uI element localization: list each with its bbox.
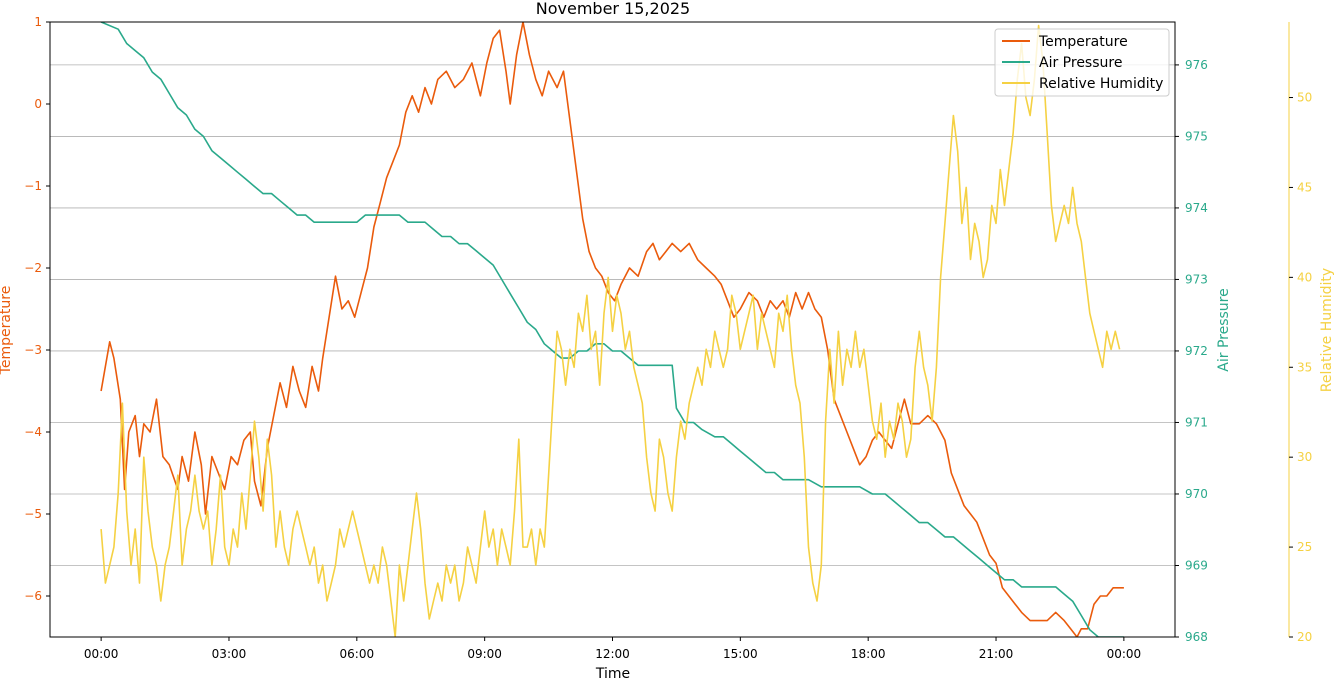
temperature-tick-label: −1 [24, 179, 42, 193]
x-tick-label: 00:00 [1107, 647, 1142, 661]
temperature-tick-label: −4 [24, 425, 42, 439]
humidity-tick-label: 30 [1297, 450, 1312, 464]
relative-humidity-line [100, 24, 1121, 637]
temperature-line [100, 22, 1124, 637]
chart-title: November 15,2025 [536, 0, 690, 18]
series-layer [100, 22, 1124, 637]
legend-label-temperature: Temperature [1038, 34, 1128, 50]
x-tick-label: 09:00 [467, 647, 502, 661]
x-tick-label: 06:00 [340, 647, 375, 661]
x-tick-label: 00:00 [84, 647, 119, 661]
pressure-axis-label: Air Pressure [1216, 288, 1232, 371]
humidity-tick-label: 45 [1297, 180, 1312, 194]
pressure-tick-label: 970 [1185, 487, 1208, 501]
legend: Temperature Air Pressure Relative Humidi… [994, 28, 1170, 97]
x-tick-label: 18:00 [851, 647, 886, 661]
temperature-tick-label: −5 [24, 507, 42, 521]
pressure-tick-label: 973 [1185, 272, 1208, 286]
x-tick-label: 03:00 [212, 647, 247, 661]
pressure-axis: 976 975 974 973 972 971 970 969 968 [1175, 58, 1208, 644]
humidity-tick-label: 40 [1297, 270, 1312, 284]
temperature-tick-label: 1 [34, 15, 42, 29]
temperature-tick-label: 0 [34, 97, 42, 111]
temperature-tick-label: −2 [24, 261, 42, 275]
x-tick-label: 15:00 [723, 647, 758, 661]
humidity-tick-label: 20 [1297, 630, 1312, 644]
pressure-tick-label: 976 [1185, 58, 1208, 72]
legend-label-relative-humidity: Relative Humidity [1039, 76, 1163, 92]
temperature-tick-label: −6 [24, 589, 42, 603]
x-tick-label: 21:00 [979, 647, 1014, 661]
pressure-tick-label: 972 [1185, 344, 1208, 358]
temperature-axis: 1 0 −1 −2 −3 −4 −5 −6 [24, 15, 50, 603]
humidity-tick-label: 35 [1297, 360, 1312, 374]
x-axis-label: Time [595, 666, 630, 682]
humidity-tick-label: 25 [1297, 540, 1312, 554]
humidity-tick-label: 50 [1297, 91, 1312, 105]
legend-label-air-pressure: Air Pressure [1039, 55, 1122, 71]
air-pressure-line [100, 22, 1124, 637]
pressure-tick-label: 968 [1185, 630, 1208, 644]
pressure-tick-label: 969 [1185, 558, 1208, 572]
time-axis: 00:00 03:00 06:00 09:00 12:00 15:00 18:00 21:00… [84, 637, 1141, 661]
pressure-tick-label: 971 [1185, 415, 1208, 429]
humidity-axis: 50 45 40 35 30 25 20 [1288, 22, 1312, 644]
pressure-tick-label: 975 [1185, 129, 1208, 143]
legend-box [994, 28, 1170, 97]
temperature-axis-label: Temperature [0, 286, 14, 376]
humidity-axis-label: Relative Humidity [1319, 268, 1335, 392]
x-tick-label: 12:00 [595, 647, 630, 661]
temperature-tick-label: −3 [24, 343, 42, 357]
pressure-tick-label: 974 [1185, 201, 1208, 215]
